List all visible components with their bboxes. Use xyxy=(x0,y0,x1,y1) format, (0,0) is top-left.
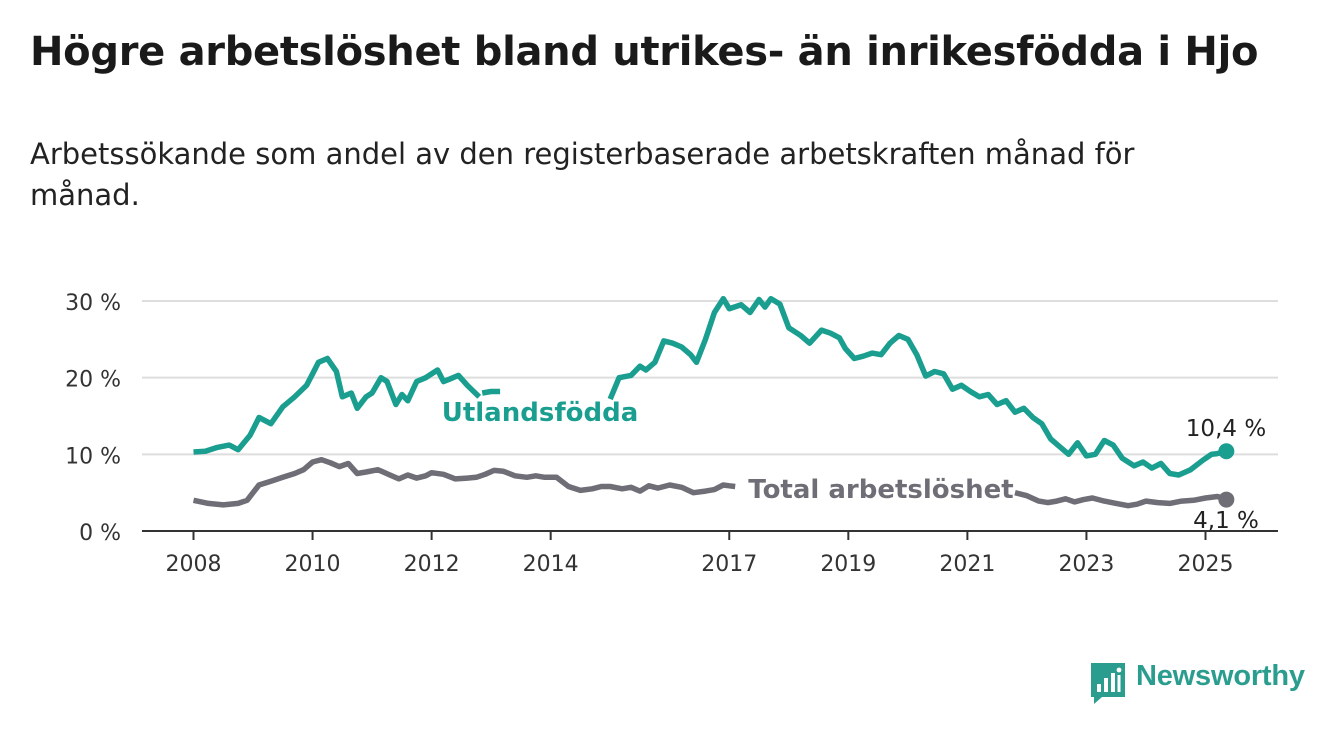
series-label-total: Total arbetslöshet xyxy=(748,475,1013,505)
newsworthy-logo: Newsworthy xyxy=(1088,660,1318,706)
y-tick-label: 30 % xyxy=(65,291,121,316)
end-label-total: 4,1 % xyxy=(1193,508,1259,534)
end-label-utlandsfodda: 10,4 % xyxy=(1186,416,1266,442)
end-point-total xyxy=(1218,491,1235,508)
x-tick-label: 2019 xyxy=(820,552,876,577)
series-line-total xyxy=(1014,490,1228,509)
y-tick-label: 20 % xyxy=(65,368,121,393)
x-tick-label: 2023 xyxy=(1058,552,1114,577)
x-tick-label: 2021 xyxy=(939,552,995,577)
series-lines xyxy=(192,295,1235,509)
x-tick-label: 2008 xyxy=(166,552,222,577)
x-tick-label: 2012 xyxy=(404,552,460,577)
y-tick-label: 0 % xyxy=(79,521,121,546)
x-tick-label: 2017 xyxy=(701,552,757,577)
series-line-utlandsfodda xyxy=(607,295,1227,478)
series-line-utlandsfodda xyxy=(193,355,482,455)
brand-name: Newsworthy xyxy=(1136,660,1305,692)
x-axis: 2008 2010 2012 2014 2017 2019 2021 2023 2025 xyxy=(142,530,1278,577)
series-label-utlandsfodda: Utlandsfödda xyxy=(442,398,639,428)
x-tick-label: 2025 xyxy=(1178,552,1234,577)
newsworthy-logo-icon xyxy=(1091,663,1125,704)
chart-subtitle: Arbetssökande som andel av den registerb… xyxy=(30,137,1135,213)
y-axis-tick-labels: 0 % 10 % 20 % 30 % xyxy=(65,291,121,546)
end-point-utlandsfodda xyxy=(1218,443,1235,460)
y-tick-label: 10 % xyxy=(65,444,121,469)
series-line-utlandsfodda xyxy=(481,388,501,396)
x-tick-label: 2014 xyxy=(523,552,579,577)
line-chart: 0 % 10 % 20 % 30 % 2008 2010 2012 2014 2017 2019… xyxy=(65,291,1278,577)
series-line-total xyxy=(192,456,736,508)
series-labels: Utlandsfödda Total arbetslöshet 10,4 % 4,1 … xyxy=(442,398,1266,534)
chart-title: Högre arbetslöshet bland utrikes- än inr… xyxy=(30,29,1259,75)
x-tick-label: 2010 xyxy=(285,552,341,577)
